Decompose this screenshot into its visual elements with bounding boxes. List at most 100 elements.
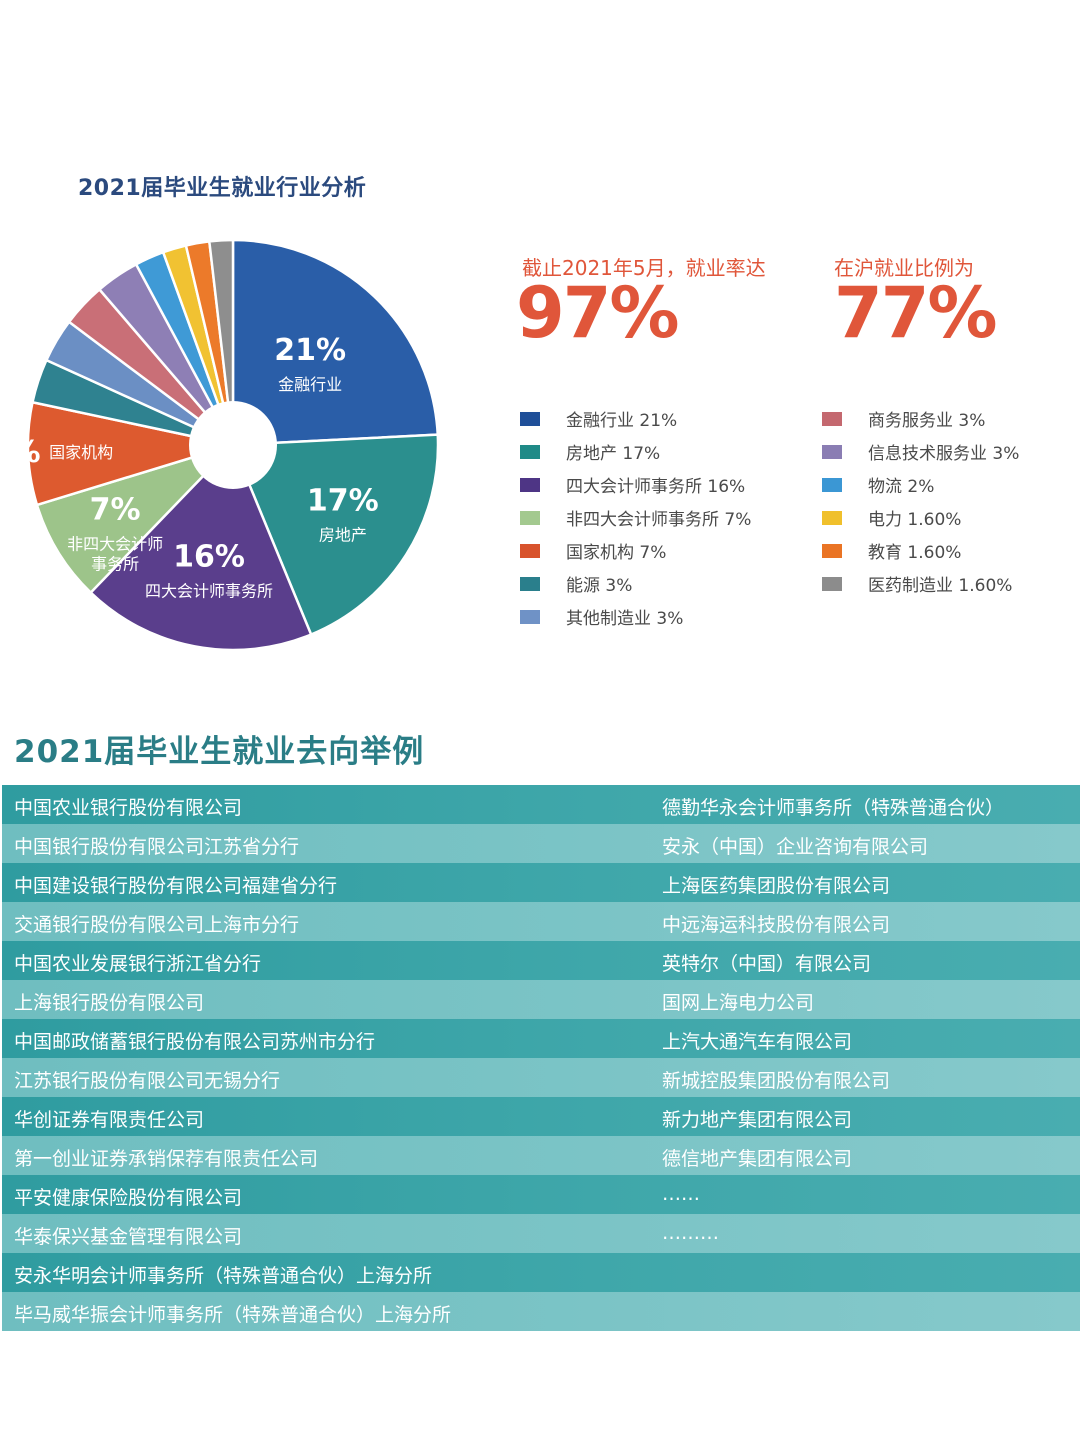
company-name-right: 德勤华永会计师事务所（特殊普通合伙） bbox=[662, 797, 1005, 819]
company-name-right: ……… bbox=[662, 1222, 719, 1244]
table-row: 华泰保兴基金管理有限公司 ……… bbox=[2, 1214, 1080, 1253]
pie-chart: 21% 金融行业 17% 房地产 16% 四大会计师事务所 7% 非四大会计师事务所 7% 国家机… bbox=[0, 238, 440, 652]
pie-slice bbox=[231, 433, 440, 637]
company-name-right: 德信地产集团有限公司 bbox=[662, 1148, 853, 1170]
pie-slice-name: 事务所 bbox=[91, 554, 139, 573]
table-row: 中国建设银行股份有限公司福建省分行 上海医药集团股份有限公司 bbox=[2, 863, 1080, 902]
company-name-left: 中国邮政储蓄银行股份有限公司苏州市分行 bbox=[14, 1031, 376, 1053]
company-name-left: 上海银行股份有限公司 bbox=[14, 992, 205, 1014]
pie-slice-name: 金融行业 bbox=[278, 375, 342, 394]
legend-item: 非四大会计师事务所 7% bbox=[520, 501, 751, 534]
table-row: 上海银行股份有限公司 国网上海电力公司 bbox=[2, 980, 1080, 1019]
legend-label: 物流 2% bbox=[868, 477, 935, 497]
table-row: 平安健康保险股份有限公司 …… bbox=[2, 1175, 1080, 1214]
legend-label: 医药制造业 1.60% bbox=[868, 576, 1013, 596]
legend-swatch bbox=[520, 477, 540, 492]
pie-slice-label: 7% 国家机构 bbox=[0, 435, 113, 470]
company-name-left: 毕马威华振会计师事务所（特殊普通合伙）上海分所 bbox=[14, 1304, 452, 1326]
table-row: 中国银行股份有限公司江苏省分行 安永（中国）企业咨询有限公司 bbox=[2, 824, 1080, 863]
company-name-right: 国网上海电力公司 bbox=[662, 992, 815, 1014]
company-name-right: 上海医药集团股份有限公司 bbox=[662, 875, 891, 897]
legend-item: 电力 1.60% bbox=[822, 501, 1019, 534]
legend-label: 能源 3% bbox=[566, 576, 633, 596]
list-title: 2021届毕业生就业去向举例 bbox=[14, 734, 425, 770]
pie-slice-label: 7% 非四大会计师事务所 bbox=[67, 492, 163, 573]
legend-label: 金融行业 21% bbox=[566, 411, 678, 431]
legend-swatch bbox=[822, 510, 842, 525]
company-name-left: 华泰保兴基金管理有限公司 bbox=[14, 1226, 243, 1248]
pie-slice bbox=[35, 442, 238, 595]
chart-title: 2021届毕业生就业行业分析 bbox=[78, 176, 367, 201]
pie-slice-percent: 16% bbox=[173, 540, 245, 575]
company-name-left: 安永华明会计师事务所（特殊普通合伙）上海分所 bbox=[14, 1265, 433, 1287]
legend-label: 教育 1.60% bbox=[868, 543, 962, 563]
legend-item: 教育 1.60% bbox=[822, 534, 1019, 567]
company-name-left: 第一创业证券承销保荐有限责任公司 bbox=[14, 1148, 319, 1170]
legend-swatch bbox=[520, 609, 540, 624]
table-row: 中国农业银行股份有限公司 德勤华永会计师事务所（特殊普通合伙） bbox=[2, 785, 1080, 824]
legend-item: 金融行业 21% bbox=[520, 402, 751, 435]
pie-slice bbox=[26, 400, 238, 507]
legend-swatch bbox=[822, 543, 842, 558]
legend-right: 商务服务业 3% 信息技术服务业 3% 物流 2% 电力 1.60% 教育 1.60% 医… bbox=[822, 402, 1019, 600]
legend-swatch bbox=[520, 444, 540, 459]
pie-slice bbox=[88, 442, 313, 652]
legend-swatch bbox=[822, 411, 842, 426]
legend-label: 国家机构 7% bbox=[566, 543, 667, 563]
company-name-right: …… bbox=[662, 1183, 700, 1205]
table-row: 江苏银行股份有限公司无锡分行 新城控股集团股份有限公司 bbox=[2, 1058, 1080, 1097]
pie-slice bbox=[207, 238, 235, 446]
company-name-right: 英特尔（中国）有限公司 bbox=[662, 953, 872, 975]
table-row: 交通银行股份有限公司上海市分行 中远海运科技股份有限公司 bbox=[2, 902, 1080, 941]
legend-label: 其他制造业 3% bbox=[566, 609, 684, 629]
legend-swatch bbox=[520, 543, 540, 558]
company-name-left: 平安健康保险股份有限公司 bbox=[14, 1187, 243, 1209]
table-row: 毕马威华振会计师事务所（特殊普通合伙）上海分所 bbox=[2, 1292, 1080, 1331]
legend-item: 房地产 17% bbox=[520, 435, 751, 468]
legend-item: 其他制造业 3% bbox=[520, 600, 751, 633]
company-name-left: 中国银行股份有限公司江苏省分行 bbox=[14, 836, 300, 858]
company-name-left: 江苏银行股份有限公司无锡分行 bbox=[14, 1070, 281, 1092]
legend-swatch bbox=[520, 576, 540, 591]
pie-slice bbox=[231, 238, 440, 447]
legend-item: 能源 3% bbox=[520, 567, 751, 600]
employment-rate-value: 97% bbox=[516, 272, 680, 354]
legend-label: 信息技术服务业 3% bbox=[868, 444, 1020, 464]
legend-swatch bbox=[520, 510, 540, 525]
employment-rate-label: 截止2021年5月，就业率达 bbox=[522, 256, 766, 280]
legend-item: 国家机构 7% bbox=[520, 534, 751, 567]
table-row: 第一创业证券承销保荐有限责任公司 德信地产集团有限公司 bbox=[2, 1136, 1080, 1175]
company-name-right: 新城控股集团股份有限公司 bbox=[662, 1070, 891, 1092]
pie-slice-percent: 17% bbox=[307, 484, 379, 519]
table-row: 中国农业发展银行浙江省分行 英特尔（中国）有限公司 bbox=[2, 941, 1080, 980]
legend-item: 商务服务业 3% bbox=[822, 402, 1019, 435]
pie-slice-label: 17% 房地产 bbox=[307, 484, 379, 545]
company-name-right: 上汽大通汽车有限公司 bbox=[662, 1031, 853, 1053]
company-name-left: 华创证券有限责任公司 bbox=[14, 1109, 205, 1131]
legend-left: 金融行业 21% 房地产 17% 四大会计师事务所 16% 非四大会计师事务所 7% 国… bbox=[520, 402, 751, 633]
company-name-left: 中国农业银行股份有限公司 bbox=[14, 797, 243, 819]
pie-center-hole bbox=[189, 401, 277, 489]
company-name-left: 中国农业发展银行浙江省分行 bbox=[14, 953, 262, 975]
table-row: 华创证券有限责任公司 新力地产集团有限公司 bbox=[2, 1097, 1080, 1136]
company-name-left: 中国建设银行股份有限公司福建省分行 bbox=[14, 875, 338, 897]
shanghai-ratio-value: 77% bbox=[834, 272, 998, 354]
company-table: 中国农业银行股份有限公司 德勤华永会计师事务所（特殊普通合伙） 中国银行股份有限公司… bbox=[2, 785, 1080, 1331]
legend-item: 四大会计师事务所 16% bbox=[520, 468, 751, 501]
legend-swatch bbox=[822, 576, 842, 591]
legend-label: 非四大会计师事务所 7% bbox=[566, 510, 752, 530]
pie-slice-name: 非四大会计师 bbox=[67, 534, 163, 553]
pie-slice-name: 房地产 bbox=[319, 526, 367, 545]
legend-label: 四大会计师事务所 16% bbox=[566, 477, 746, 497]
pie-slice-label: 21% 金融行业 bbox=[274, 333, 346, 394]
legend-label: 房地产 17% bbox=[566, 444, 661, 464]
pie-slice-name: 国家机构 bbox=[49, 443, 113, 462]
legend-swatch bbox=[822, 444, 842, 459]
shanghai-ratio-label: 在沪就业比例为 bbox=[834, 256, 974, 280]
legend-item: 医药制造业 1.60% bbox=[822, 567, 1019, 600]
legend-swatch bbox=[520, 411, 540, 426]
company-name-left: 交通银行股份有限公司上海市分行 bbox=[14, 914, 300, 936]
table-row: 中国邮政储蓄银行股份有限公司苏州市分行 上汽大通汽车有限公司 bbox=[2, 1019, 1080, 1058]
pie-slice-percent: 21% bbox=[274, 333, 346, 368]
pie-slice-percent: 7% bbox=[0, 435, 41, 470]
